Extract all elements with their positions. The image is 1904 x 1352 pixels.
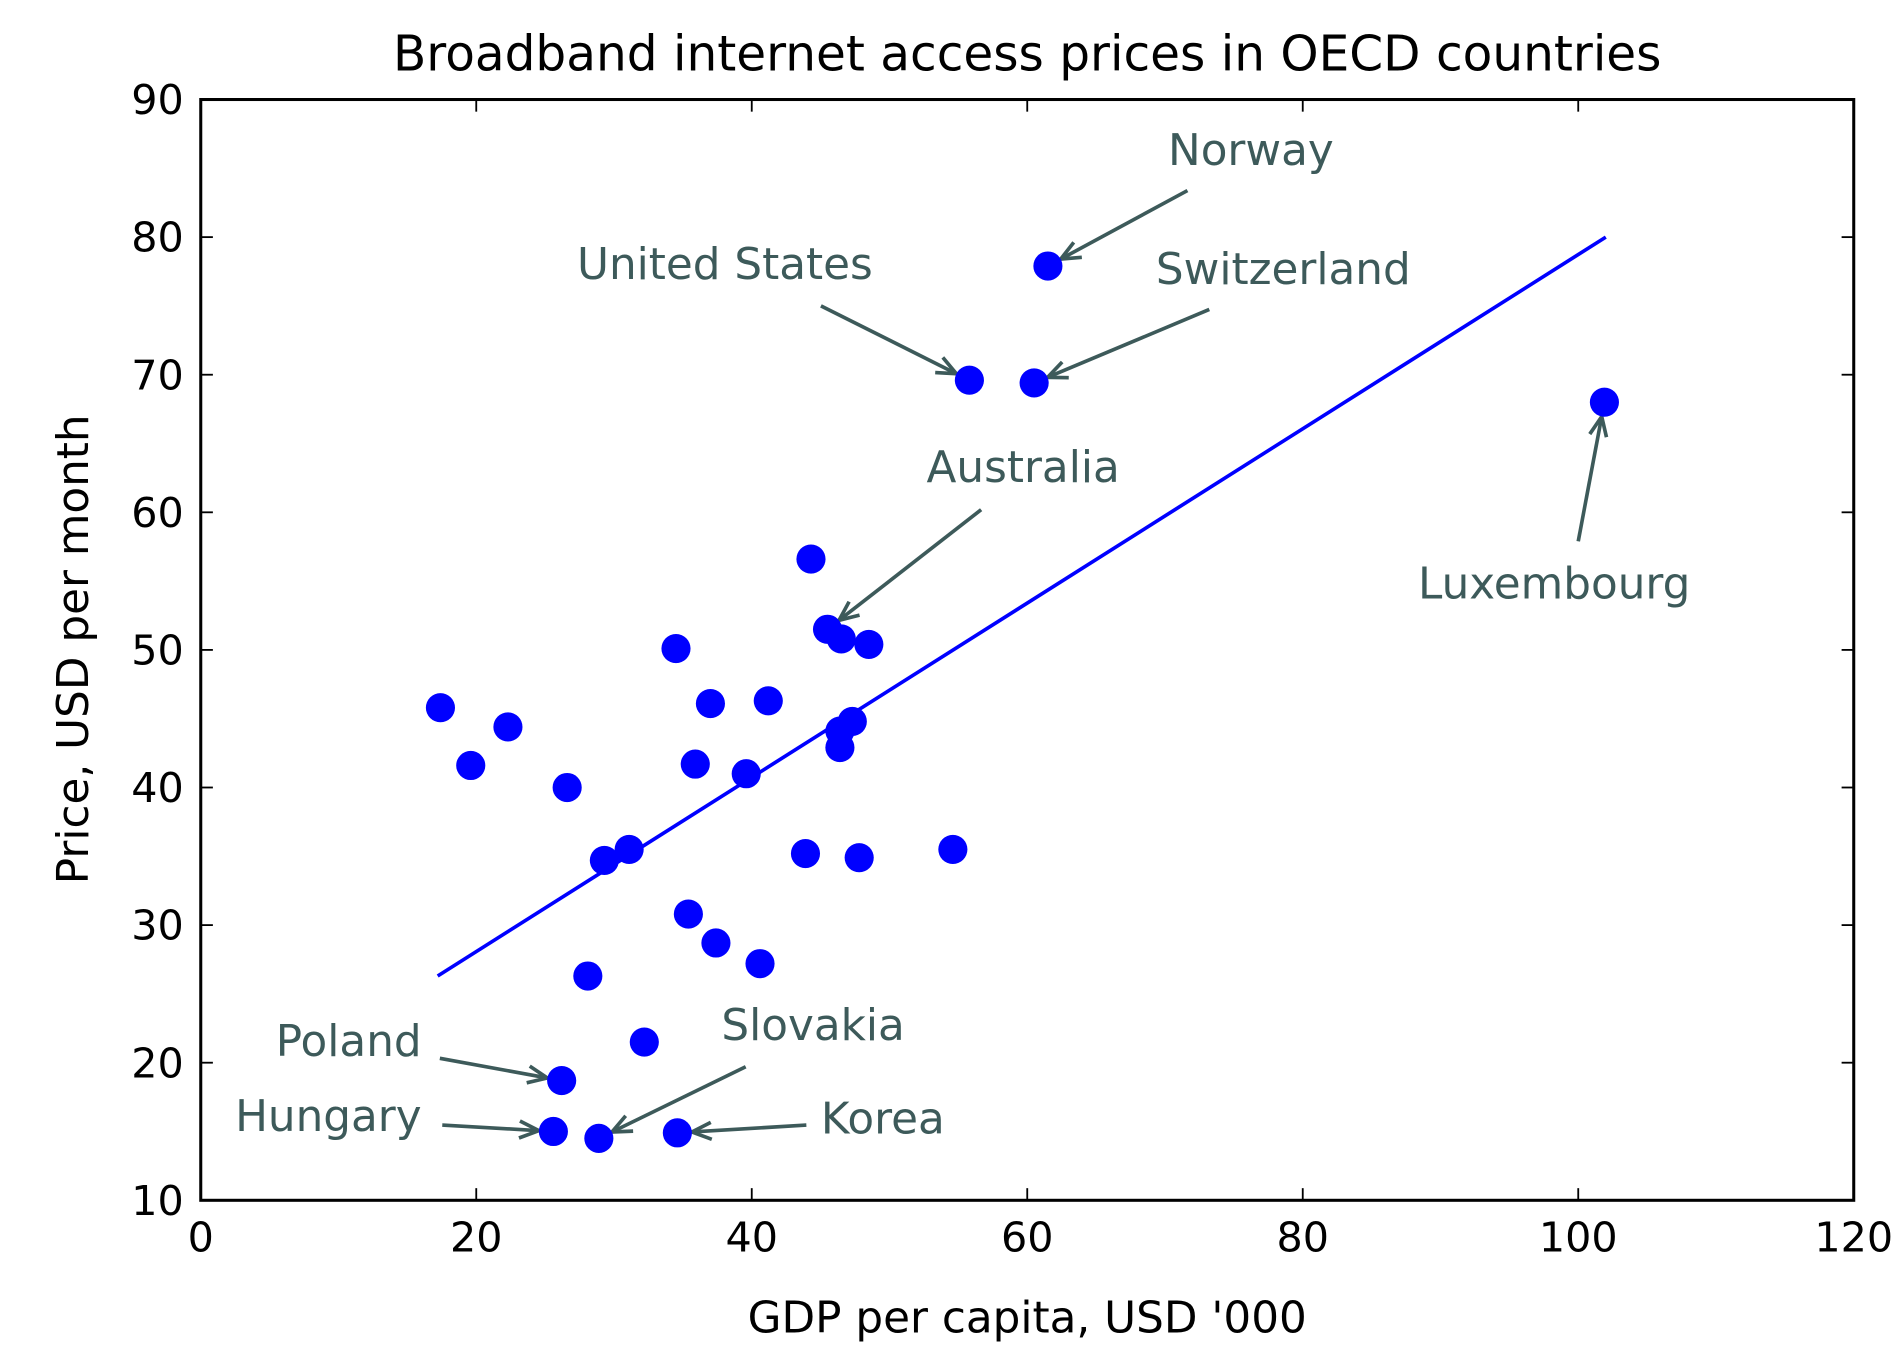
data-point <box>673 899 703 929</box>
annotation-arrow <box>439 1056 548 1080</box>
data-point <box>584 1123 614 1153</box>
x-tick-label: 120 <box>1814 1213 1893 1261</box>
y-tick-label: 50 <box>131 626 184 674</box>
y-tick-label: 90 <box>131 76 184 124</box>
chart-title: Broadband internet access prices in OECD… <box>393 26 1661 82</box>
annotation-label: Luxembourg <box>1418 558 1690 609</box>
x-tick-label: 40 <box>725 1213 777 1261</box>
x-axis-label: GDP per capita, USD '000 <box>748 1293 1307 1344</box>
data-point <box>661 633 691 664</box>
arrowhead-icon <box>518 1119 544 1140</box>
annotation-arrow <box>1059 188 1189 261</box>
data-point <box>796 544 826 574</box>
annotation-arrow <box>1576 416 1604 542</box>
data-point <box>573 961 603 991</box>
x-tick-label: 80 <box>1276 1213 1329 1261</box>
data-point <box>854 629 884 659</box>
annotation-arrow <box>691 1123 807 1134</box>
y-axis-label: Price, USD per month <box>48 414 99 884</box>
y-tick-label: 40 <box>131 764 184 812</box>
data-point <box>538 1116 568 1147</box>
annotation-label: Australia <box>927 442 1120 493</box>
annotation-label: Slovakia <box>721 1000 904 1051</box>
data-point <box>547 1066 577 1096</box>
data-point <box>825 733 855 763</box>
annotation-label: Poland <box>276 1016 422 1067</box>
y-tick-label: 20 <box>131 1039 184 1087</box>
plot-frame <box>199 98 1856 1202</box>
data-point <box>662 1118 692 1148</box>
data-point <box>790 838 821 869</box>
data-point <box>954 365 984 395</box>
annotation-arrow <box>442 1123 539 1133</box>
arrowhead-icon <box>1043 360 1069 380</box>
data-point <box>589 845 619 875</box>
annotation-arrow <box>1046 307 1210 380</box>
data-point <box>1033 251 1063 281</box>
annotation-label: Korea <box>821 1094 945 1145</box>
y-tick-label: 10 <box>131 1177 184 1225</box>
data-point <box>753 686 783 716</box>
data-point <box>938 834 968 864</box>
data-point <box>731 759 761 789</box>
data-point <box>629 1027 659 1057</box>
data-point <box>680 749 710 779</box>
data-point <box>425 693 456 723</box>
annotation-label: United States <box>577 239 873 290</box>
data-point <box>844 843 874 873</box>
data-point <box>456 750 486 781</box>
annotation-label: Hungary <box>235 1091 422 1142</box>
data-point <box>1589 387 1619 417</box>
arrowhead-icon <box>935 356 961 376</box>
data-point <box>701 928 731 958</box>
annotation-label: Norway <box>1168 125 1334 176</box>
data-point <box>695 689 725 719</box>
x-tick-label: 60 <box>1001 1213 1053 1261</box>
data-point <box>1019 368 1049 398</box>
y-tick-label: 60 <box>131 489 184 537</box>
data-point <box>552 772 582 803</box>
x-tick-label: 100 <box>1539 1213 1618 1261</box>
x-tick-label: 0 <box>188 1213 214 1261</box>
y-tick-label: 30 <box>131 902 184 950</box>
annotation-arrow <box>820 304 958 376</box>
data-point <box>745 949 775 979</box>
annotation-arrow <box>611 1065 747 1134</box>
y-tick-label: 80 <box>131 214 184 262</box>
annotation-label: Switzerland <box>1156 244 1411 295</box>
data-point <box>826 624 856 654</box>
x-tick-label: 20 <box>450 1213 503 1261</box>
data-point <box>493 712 523 742</box>
y-tick-label: 70 <box>131 351 184 399</box>
arrowhead-icon <box>835 600 860 624</box>
data-point <box>614 834 644 864</box>
annotation-arrow <box>837 508 983 622</box>
